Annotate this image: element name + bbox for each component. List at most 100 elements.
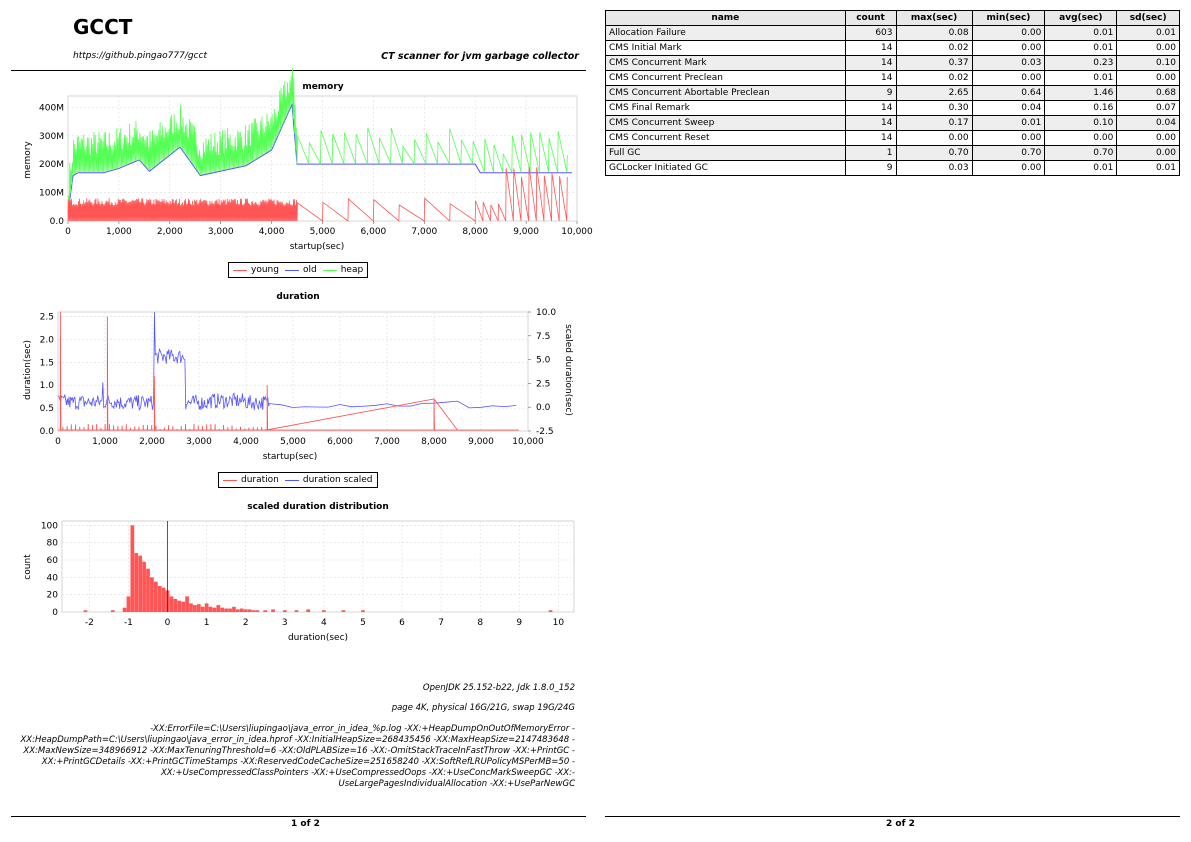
duration-ytick-label: 0.0: [40, 427, 55, 437]
dist-bar: [255, 610, 260, 612]
dist-xtick-label: 7: [438, 618, 444, 628]
dist-xtick-label: 0: [165, 618, 171, 628]
dist-bar: [181, 601, 186, 612]
gc-summary-table: name count max(sec) min(sec) avg(sec) sd(sec)…: [605, 10, 1180, 176]
footer-rule-1: [11, 816, 586, 817]
duration-ytick-label: 2.5: [40, 313, 54, 323]
dist-bar: [146, 568, 150, 612]
duration-ytick-label: 2.0: [40, 335, 55, 345]
tagline: CT scanner for jvm garbage collector: [381, 51, 579, 62]
table-body: Allocation Failure 603 0.08 0.00 0.01 0.01 CMS…: [605, 25, 1180, 176]
dist-bar: [150, 577, 154, 612]
legend-heap-swatch: [322, 269, 337, 271]
cell-name: CMS Concurrent Preclean: [605, 70, 846, 86]
dist-xtick-label: 3: [282, 618, 288, 628]
cell-value: 0.00: [1116, 145, 1180, 161]
duration-xtick-label: 6,000: [327, 437, 353, 447]
legend-old-label: old: [302, 265, 317, 275]
legend-duration-scaled: duration scaled: [284, 473, 373, 487]
duration-chart-series: [57, 311, 520, 431]
dist-bar: [271, 609, 275, 612]
legend-young-label: young: [251, 265, 279, 275]
duration-ytick-right-label: 5.0: [536, 356, 551, 366]
duration-chart-title: duration: [276, 292, 320, 302]
column-header-2: max(sec): [895, 10, 973, 26]
duration-ytick-right-label: 2.5: [536, 379, 550, 389]
cell-value: 0.37: [895, 55, 973, 71]
cell-value: 0.68: [1116, 85, 1180, 101]
cell-value: 9: [844, 160, 897, 176]
dist-bar: [322, 610, 326, 612]
legend-heap: heap: [322, 263, 363, 277]
duration-xtick-label: 2,000: [139, 437, 165, 447]
cell-value: 1: [844, 145, 897, 161]
dist-bar: [361, 610, 365, 612]
page-number-1: 1 of 2: [291, 819, 320, 829]
cell-value: 1.46: [1044, 85, 1118, 101]
jvm-arguments: -XX:ErrorFile=C:\Users\liupingao\java_er…: [20, 724, 575, 789]
column-header-0: name: [605, 10, 846, 26]
duration-xtick-label: 4,000: [233, 437, 259, 447]
duration-xtick-label: 0: [55, 437, 61, 447]
memory-series-old: [67, 102, 572, 213]
runtime-info: OpenJDK 25.152-b22, Jdk 1.8.0_152: [422, 683, 575, 693]
dist-bar: [200, 606, 205, 612]
dist-bar: [193, 605, 197, 612]
column-header-4: avg(sec): [1044, 10, 1118, 26]
duration-ylabel-right: scaled duration(sec): [563, 324, 573, 416]
cell-name: CMS Concurrent Reset: [605, 130, 846, 146]
memory-xtick-label: 8,000: [462, 227, 488, 237]
duration-ytick-right-label: 10.0: [536, 308, 556, 318]
dist-xtick-label: 2: [243, 618, 249, 628]
footer-rule-2: [605, 816, 1180, 817]
cell-value: 14: [844, 115, 897, 131]
memory-xtick-label: 5,000: [310, 227, 336, 237]
dist-ytick-label: 100: [41, 521, 58, 531]
memory-legend: young old heap: [228, 262, 369, 278]
memory-xtick-label: 3,000: [208, 227, 234, 237]
dist-bar: [306, 609, 311, 612]
dist-bar: [157, 586, 162, 612]
legend-duration-scaled-swatch: [284, 479, 299, 481]
cell-value: 0.03: [895, 160, 973, 176]
cell-value: 0.00: [971, 25, 1046, 41]
cell-value: 0.03: [971, 55, 1046, 71]
cell-value: 14: [844, 70, 897, 86]
cell-value: 0.10: [1116, 55, 1180, 71]
dist-bar: [228, 608, 232, 612]
duration-ytick-label: 1.5: [40, 358, 54, 368]
dist-xtick-label: 5: [360, 618, 366, 628]
memory-xtick-label: 6,000: [361, 227, 387, 237]
duration-ytick-label: 1.0: [40, 381, 55, 391]
cell-value: 14: [844, 130, 897, 146]
dist-bar: [548, 610, 553, 612]
cell-value: 0.00: [1116, 70, 1180, 86]
legend-duration-swatch: [223, 479, 237, 481]
memory-ytick-label: 300M: [39, 132, 64, 142]
cell-name: CMS Concurrent Abortable Preclean: [605, 85, 846, 101]
memory-xtick-label: 4,000: [259, 227, 285, 237]
table-row: CMS Concurrent Reset 14 0.00 0.00 0.00 0.00: [605, 130, 1180, 146]
dist-bar: [142, 561, 146, 612]
duration-chart-grid: [57, 311, 529, 432]
dist-xlabel: duration(sec): [288, 633, 348, 643]
memory-series-young: [67, 166, 568, 222]
duration-ylabel: duration(sec): [23, 340, 33, 400]
legend-young-swatch: [233, 269, 247, 271]
dist-bar: [204, 603, 209, 612]
cell-value: 0.70: [895, 145, 973, 161]
duration-series-duration: [58, 311, 520, 431]
cell-value: 2.65: [895, 85, 973, 101]
cell-name: CMS Concurrent Sweep: [605, 115, 846, 131]
duration-xtick-label: 10,000: [512, 437, 544, 447]
table-row: CMS Concurrent Abortable Preclean 9 2.65 0.…: [605, 85, 1180, 101]
dist-bar: [153, 581, 158, 612]
project-url: https://github.pingao777/gcct: [73, 51, 207, 61]
cell-value: 0.04: [971, 100, 1046, 116]
duration-chart-axes: 0 1,000 2,000 3,000 4,000 5,000 6,000 7,000 8,00…: [40, 308, 557, 447]
cell-value: 0.10: [1044, 115, 1118, 131]
cell-value: 0.00: [971, 160, 1046, 176]
dist-bar: [161, 587, 166, 612]
dist-bar: [243, 609, 248, 612]
